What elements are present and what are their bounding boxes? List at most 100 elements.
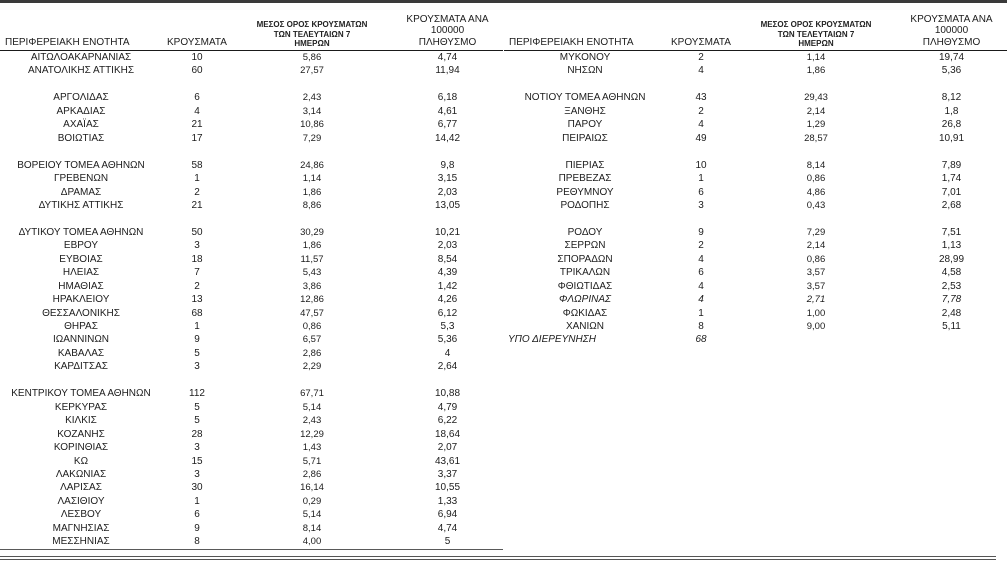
avg7-cell [736, 212, 896, 225]
per100k-cell: 5,3 [440, 321, 455, 333]
region-cell: ΑΝΑΤΟΛΙΚΗΣ ΑΤΤΙΚΗΣ [27, 65, 135, 77]
avg7-cell: 24,86 [300, 159, 324, 171]
table-row: ΑΝΑΤΟΛΙΚΗΣ ΑΤΤΙΚΗΣ 60 27,57 11,94 [0, 64, 503, 77]
cases-cell [666, 212, 736, 225]
per100k-cell [392, 145, 503, 158]
avg7-cell [736, 78, 896, 91]
region-cell [504, 145, 666, 158]
table-row: ΠΡΕΒΕΖΑΣ 1 0,86 1,74 [504, 172, 1007, 185]
avg7-cell: 10,86 [300, 119, 324, 131]
cases-cell: 6 [698, 267, 704, 279]
cases-cell: 10 [191, 52, 203, 63]
avg7-cell: 3,57 [806, 267, 826, 279]
per100k-cell: 18,64 [434, 428, 461, 440]
per100k-cell: 7,51 [941, 226, 962, 238]
per100k-cell: 43,61 [434, 455, 461, 467]
table-row: ΚΙΛΚΙΣ 5 2,43 6,22 [0, 414, 503, 427]
table-row: ΑΡΓΟΛΙΔΑΣ 6 2,43 6,18 [0, 91, 503, 104]
region-cell: ΗΜΑΘΙΑΣ [58, 280, 104, 292]
region-cell: ΘΗΡΑΣ [64, 321, 98, 333]
region-cell: ΚΟΡΙΝΘΙΑΣ [53, 442, 109, 454]
table-row: ΣΠΟΡΑΔΩΝ 4 0,86 28,99 [504, 253, 1007, 266]
cases-cell: 9 [194, 522, 200, 534]
region-cell: ΥΠΟ ΔΙΕΡΕΥΝΗΣΗ [508, 334, 596, 346]
table-row: ΘΕΣΣΑΛΟΝΙΚΗΣ 68 47,57 6,12 [0, 307, 503, 320]
per100k-cell: 26,8 [941, 119, 962, 131]
avg7-cell: 1,43 [302, 442, 322, 454]
avg7-cell: 4,00 [232, 535, 392, 550]
avg7-cell: 47,57 [300, 307, 324, 319]
per100k-cell: 1,42 [437, 280, 458, 292]
table-row: ΧΑΝΙΩΝ 8 9,00 5,11 [504, 320, 1007, 333]
table-row: ΘΗΡΑΣ 1 0,86 5,3 [0, 320, 503, 333]
table-row: ΣΕΡΡΩΝ 2 2,14 1,13 [504, 239, 1007, 252]
region-cell [0, 212, 162, 225]
avg7-cell: 6,57 [302, 334, 322, 346]
per100k-cell [896, 333, 1007, 346]
region-cell: ΚΑΒΑΛΑΣ [57, 347, 105, 359]
avg7-cell: 1,86 [302, 186, 322, 198]
per100k-cell: 3,15 [437, 173, 458, 185]
region-cell: ΡΟΔΟΥ [567, 226, 603, 238]
table-row: ΤΡΙΚΑΛΩΝ 6 3,57 4,58 [504, 266, 1007, 279]
cases-cell: 68 [191, 307, 203, 319]
region-cell: ΘΕΣΣΑΛΟΝΙΚΗΣ [42, 307, 120, 319]
cases-cell: 1 [698, 307, 704, 319]
avg7-cell: 7,29 [806, 226, 826, 238]
region-cell: ΠΙΕΡΙΑΣ [565, 159, 605, 171]
table-row: ΡΕΘΥΜΝΟΥ 6 4,86 7,01 [504, 186, 1007, 199]
region-cell: ΗΡΑΚΛΕΙΟΥ [52, 294, 110, 306]
avg7-cell: 0,86 [806, 173, 826, 185]
region-cell: ΠΑΡΟΥ [567, 119, 603, 131]
cases-cell: 68 [695, 334, 707, 346]
avg7-cell: 3,57 [806, 280, 826, 292]
avg7-cell: 2,86 [302, 468, 322, 480]
per100k-cell: 5,36 [941, 65, 962, 77]
cases-cell: 50 [191, 226, 203, 238]
avg7-cell: 12,86 [300, 294, 324, 306]
table-row: ΠΙΕΡΙΑΣ 10 8,14 7,89 [504, 159, 1007, 172]
table-row: ΝΗΣΩΝ 4 1,86 5,36 [504, 64, 1007, 77]
per100k-cell [392, 212, 503, 225]
table-row: ΛΑΣΙΘΙΟΥ 1 0,29 1,33 [0, 495, 503, 508]
cases-cell: 17 [191, 132, 203, 144]
per100k-cell: 7,89 [941, 159, 962, 171]
region-cell: ΚΕΡΚΥΡΑΣ [54, 401, 108, 413]
table-row: ΥΠΟ ΔΙΕΡΕΥΝΗΣΗ 68 [504, 333, 1007, 346]
region-cell: ΔΥΤΙΚΗΣ ΑΤΤΙΚΗΣ [38, 199, 124, 211]
avg7-cell [232, 374, 392, 387]
avg7-cell: 0,86 [302, 321, 322, 333]
avg7-cell: 1,14 [806, 52, 826, 63]
per100k-cell: 3,37 [437, 468, 458, 480]
region-cell: ΒΟΡΕΙΟΥ ΤΟΜΕΑ ΑΘΗΝΩΝ [17, 159, 145, 171]
region-cell: ΛΑΚΩΝΙΑΣ [55, 468, 107, 480]
region-cell: ΞΑΝΘΗΣ [564, 105, 606, 117]
avg7-cell: 5,86 [302, 52, 322, 63]
table-row: ΑΙΤΩΛΟΑΚΑΡΝΑΝΙΑΣ 10 5,86 4,74 [0, 51, 503, 65]
table-row: ΚΑΒΑΛΑΣ 5 2,86 4 [0, 347, 503, 360]
per100k-cell: 6,77 [437, 119, 458, 131]
tables-container: ΠΕΡΙΦΕΡΕΙΑΚΗ ΕΝΟΤΗΤΑ ΚΡΟΥΣΜΑΤΑ ΜΕΣΟΣ ΟΡΟ… [0, 3, 1007, 550]
region-cell: ΛΑΣΙΘΙΟΥ [57, 495, 105, 507]
avg7-cell: 5,71 [302, 455, 322, 467]
avg7-cell: 2,43 [302, 415, 322, 427]
table-row: ΜΑΓΝΗΣΙΑΣ 9 8,14 4,74 [0, 522, 503, 535]
cases-cell: 21 [191, 119, 203, 131]
per100k-cell: 4,61 [437, 105, 458, 117]
avg7-cell: 5,14 [302, 401, 322, 413]
table-row: ΓΡΕΒΕΝΩΝ 1 1,14 3,15 [0, 172, 503, 185]
avg7-cell: 4,86 [806, 186, 826, 198]
avg7-cell: 2,86 [302, 347, 322, 359]
spacer-row [0, 78, 503, 91]
region-cell: ΤΡΙΚΑΛΩΝ [559, 267, 611, 279]
avg7-cell: 5,14 [302, 509, 322, 521]
per100k-cell: 6,22 [437, 415, 458, 427]
table-row: ΗΜΑΘΙΑΣ 2 3,86 1,42 [0, 280, 503, 293]
table-row: ΠΑΡΟΥ 4 1,29 26,8 [504, 118, 1007, 131]
region-cell: ΝΟΤΙΟΥ ΤΟΜΕΑ ΑΘΗΝΩΝ [524, 92, 646, 104]
table-row: ΔΥΤΙΚΟΥ ΤΟΜΕΑ ΑΘΗΝΩΝ 50 30,29 10,21 [0, 226, 503, 239]
cases-cell: 49 [695, 132, 707, 144]
avg7-cell: 9,00 [806, 321, 826, 333]
avg7-cell: 8,86 [302, 199, 322, 211]
region-cell: ΔΡΑΜΑΣ [60, 186, 102, 198]
